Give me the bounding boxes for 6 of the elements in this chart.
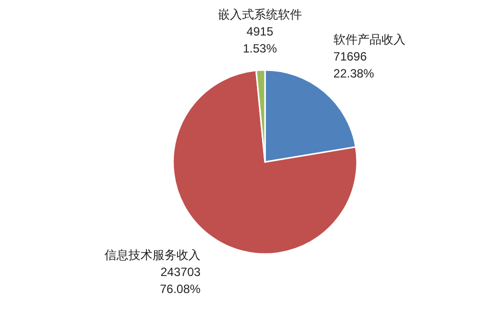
slice-label: 嵌入式系统软件 (218, 7, 302, 22)
data-label: 71696 22.38% (333, 49, 374, 80)
data-label: 4915 1.53% (242, 24, 278, 56)
slice-label: 信息技术服务收入 (104, 248, 201, 262)
data-label: 243703 76.08% (160, 264, 201, 296)
slice-label: 软件产品收入 (333, 32, 406, 46)
